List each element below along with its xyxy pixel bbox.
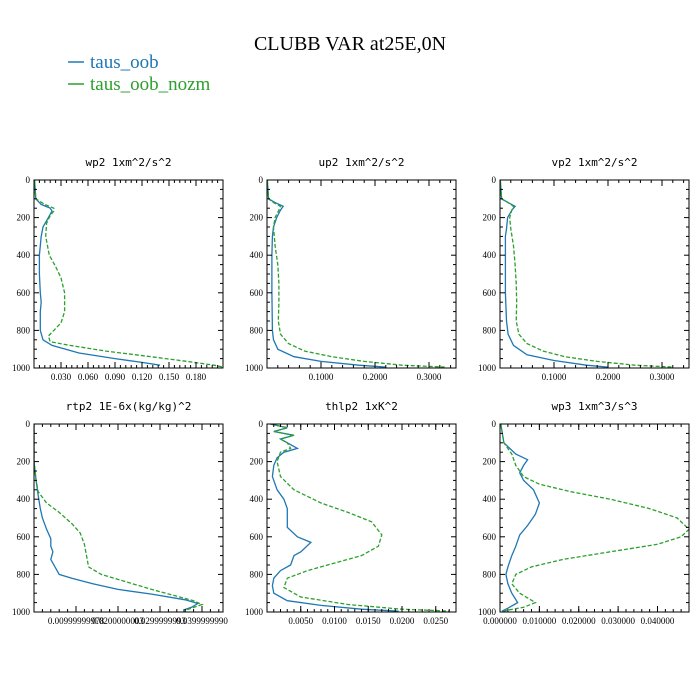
- x-tick-label: 0.060: [78, 372, 99, 382]
- x-tick-label: 0.0399999990: [176, 616, 228, 626]
- y-tick-label: 800: [250, 569, 264, 579]
- y-tick-label: 600: [483, 288, 497, 298]
- y-tick-label: 400: [483, 250, 497, 260]
- y-tick-label: 600: [483, 532, 497, 542]
- x-tick-label: 0.090: [105, 372, 126, 382]
- panel-title: vp2 1xm^2/s^2: [551, 156, 637, 169]
- x-tick-label: 0.1000: [309, 372, 334, 382]
- y-tick-label: 200: [483, 457, 497, 467]
- y-tick-label: 800: [17, 569, 31, 579]
- panel-title: wp2 1xm^2/s^2: [85, 156, 171, 169]
- y-tick-label: 0: [259, 175, 264, 185]
- y-tick-label: 600: [250, 288, 264, 298]
- series-line-taus-oob-nozm: [34, 180, 223, 368]
- x-tick-label: 0.0200000003: [92, 616, 144, 626]
- x-tick-label: 0.180: [186, 372, 207, 382]
- x-tick-label: 0.3000: [650, 372, 675, 382]
- y-tick-label: 800: [17, 325, 31, 335]
- y-tick-label: 200: [483, 213, 497, 223]
- y-tick-label: 800: [250, 325, 264, 335]
- legend-label-taus-oob-nozm: taus_oob_nozm: [90, 74, 211, 95]
- y-tick-label: 800: [483, 569, 497, 579]
- x-tick-label: 0.020000: [562, 616, 596, 626]
- series-line-taus-oob-nozm: [500, 180, 673, 368]
- legend-label-taus-oob: taus_oob: [90, 52, 159, 73]
- y-tick-label: 1000: [478, 607, 497, 617]
- x-tick-label: 0.0100: [322, 616, 347, 626]
- y-tick-label: 0: [259, 419, 264, 429]
- figure-title: CLUBB VAR at25E,0N: [254, 33, 446, 55]
- panel-6: wp3 1xm^3/s^3 0 200 400 600 800 10000.000000 0.…: [478, 400, 690, 626]
- panel-title: wp3 1xm^3/s^3: [551, 400, 637, 413]
- x-tick-label: 0.00999999978: [48, 616, 105, 626]
- x-tick-label: 0.030: [51, 372, 72, 382]
- x-tick-label: 0.0050: [288, 616, 313, 626]
- y-tick-label: 1000: [12, 607, 31, 617]
- x-tick-label: 0.1000: [542, 372, 567, 382]
- panel-title: thlp2 1xK^2: [325, 400, 398, 413]
- series-line-taus-oob-nozm: [34, 424, 204, 612]
- x-tick-label: 0.120: [132, 372, 153, 382]
- y-tick-label: 400: [250, 250, 264, 260]
- series-line-taus-oob: [500, 424, 541, 612]
- y-tick-label: 400: [17, 250, 31, 260]
- x-tick-label: 0.3000: [417, 372, 442, 382]
- x-tick-label: 0.040000: [641, 616, 675, 626]
- y-tick-label: 200: [250, 457, 264, 467]
- y-tick-label: 0: [492, 419, 497, 429]
- panel-5: thlp2 1xK^2 0 200 400 600 800 1000 0.0050 0.0100…: [245, 400, 457, 626]
- y-tick-label: 400: [250, 494, 264, 504]
- figure-legend: taus_oob taus_oob_nozm: [68, 52, 211, 95]
- x-tick-label: 0.2000: [596, 372, 621, 382]
- x-tick-label: 0.0250: [423, 616, 448, 626]
- panel-4: rtp2 1E-6x(kg/kg)^2 0 200 400 600 800 1000 0.00…: [12, 400, 228, 626]
- y-tick-label: 200: [250, 213, 264, 223]
- y-tick-label: 1000: [245, 607, 264, 617]
- x-tick-label: 0.030000: [601, 616, 635, 626]
- y-tick-label: 200: [17, 213, 31, 223]
- y-tick-label: 600: [17, 288, 31, 298]
- x-tick-label: 0.0150: [356, 616, 381, 626]
- y-tick-label: 600: [17, 532, 31, 542]
- series-line-taus-oob: [34, 424, 200, 611]
- x-tick-label: 0.0200: [390, 616, 415, 626]
- x-tick-label: 0.0299999993: [134, 616, 186, 626]
- panel-1: wp2 1xm^2/s^2 0 200 400 600 800 1000 0.030 0.060…: [12, 156, 224, 382]
- x-tick-label: 0.150: [159, 372, 180, 382]
- y-tick-label: 0: [26, 175, 31, 185]
- panel-3: vp2 1xm^2/s^2 0 200 400 600 800 1000 0.1000 0.20…: [478, 156, 690, 382]
- y-tick-label: 800: [483, 325, 497, 335]
- panel-title: up2 1xm^2/s^2: [318, 156, 404, 169]
- y-tick-label: 400: [17, 494, 31, 504]
- y-tick-label: 1000: [12, 363, 31, 373]
- y-tick-label: 0: [492, 175, 497, 185]
- y-tick-label: 1000: [478, 363, 497, 373]
- x-tick-label: 0.010000: [523, 616, 557, 626]
- panel-grid: wp2 1xm^2/s^2 0 200 400 600 800 1000 0.030 0.060…: [12, 156, 690, 626]
- x-tick-label: 0.000000: [483, 616, 517, 626]
- series-line-taus-oob-nozm: [270, 424, 450, 612]
- y-tick-label: 600: [250, 532, 264, 542]
- series-line-taus-oob-nozm: [500, 424, 689, 612]
- y-tick-label: 400: [483, 494, 497, 504]
- x-tick-label: 0.2000: [363, 372, 388, 382]
- y-tick-label: 1000: [245, 363, 264, 373]
- y-tick-label: 0: [26, 419, 31, 429]
- y-tick-label: 200: [17, 457, 31, 467]
- panel-title: rtp2 1E-6x(kg/kg)^2: [66, 400, 192, 413]
- series-line-taus-oob-nozm: [267, 180, 446, 368]
- series-line-taus-oob: [34, 180, 161, 366]
- panel-2: up2 1xm^2/s^2 0 200 400 600 800 1000 0.1000 0.20…: [245, 156, 457, 382]
